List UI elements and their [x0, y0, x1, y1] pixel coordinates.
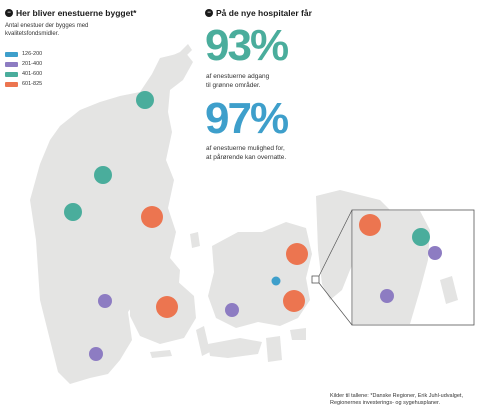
- right-heading: − På de nye hospitaler får: [205, 8, 312, 18]
- inset-hospital-marker-601-825: [359, 214, 381, 236]
- stat-97-caption: af enestuerne mulighed for, at pårørende…: [206, 144, 316, 162]
- mon-island: [290, 328, 306, 340]
- left-subtitle: Antal enestuer der bygges med kvalitetsf…: [5, 23, 89, 37]
- caption-line: af enestuerne adgang: [206, 73, 270, 80]
- legend-item: 126-200: [5, 49, 42, 59]
- caption-line: at pårørende kan overnatte.: [206, 154, 287, 161]
- mors-island: [72, 146, 88, 160]
- source-note: Kilder til tallene: *Danske Regioner, Er…: [330, 393, 475, 407]
- legend-item: 401-600: [5, 69, 42, 79]
- stat-97-value: 97%: [205, 94, 289, 143]
- left-heading-text: Her bliver enestuerne bygget*: [16, 8, 137, 18]
- hospital-marker-201-400: [225, 303, 239, 317]
- legend: 126-200 201-400 401-600 601-825: [5, 49, 42, 89]
- hospital-marker-401-600: [136, 91, 154, 109]
- inset-connector-top: [318, 209, 353, 277]
- legend-swatch: [5, 61, 18, 67]
- inset-island: [440, 276, 458, 304]
- legend-item: 201-400: [5, 59, 42, 69]
- samso-island: [190, 232, 200, 248]
- skagen-tip: [152, 44, 192, 74]
- legend-swatch: [5, 81, 18, 87]
- inset-locator: [311, 275, 320, 284]
- hospital-marker-401-600: [64, 203, 82, 221]
- falster-island: [266, 336, 282, 362]
- stat-93-value: 93%: [205, 21, 289, 70]
- aero-island: [150, 350, 172, 358]
- hospital-marker-201-400: [98, 294, 112, 308]
- zealand-landmass: [208, 222, 312, 328]
- hospital-marker-601-825: [283, 290, 305, 312]
- lolland-island: [208, 338, 262, 358]
- legend-label: 401-600: [22, 71, 43, 77]
- inset-hospital-marker-201-400: [428, 246, 442, 260]
- hospital-marker-601-825: [141, 206, 163, 228]
- hospital-marker-201-400: [89, 347, 103, 361]
- inset-land: [353, 211, 430, 324]
- right-heading-text: På de nye hospitaler får: [216, 8, 312, 18]
- source-line: Regionernes investerings- og sygehusplan…: [330, 400, 441, 406]
- inset-hospital-marker-201-400: [380, 289, 394, 303]
- minus-circle-icon: −: [205, 9, 213, 17]
- source-line: Kilder til tallene: *Danske Regioner, Er…: [330, 393, 463, 399]
- hospital-marker-401-600: [94, 166, 112, 184]
- inset-connector-bottom: [318, 282, 353, 326]
- legend-swatch: [5, 71, 18, 77]
- hospital-marker-601-825: [286, 243, 308, 265]
- inset-hospital-marker-401-600: [412, 228, 430, 246]
- hospital-marker-126-200: [271, 276, 281, 286]
- caption-line: til grønne områder.: [206, 82, 261, 89]
- legend-label: 601-825: [22, 81, 43, 87]
- legend-label: 126-200: [22, 51, 43, 57]
- left-heading: − Her bliver enestuerne bygget*: [5, 8, 136, 18]
- hospital-marker-601-825: [156, 296, 178, 318]
- legend-swatch: [5, 51, 18, 57]
- stat-93-caption: af enestuerne adgang til grønne områder.: [206, 72, 316, 90]
- legend-label: 201-400: [22, 61, 43, 67]
- jutland-landmass: [30, 52, 193, 384]
- langeland-island: [196, 326, 210, 356]
- minus-circle-icon: −: [5, 9, 13, 17]
- caption-line: af enestuerne mulighed for,: [206, 145, 285, 152]
- legend-item: 601-825: [5, 79, 42, 89]
